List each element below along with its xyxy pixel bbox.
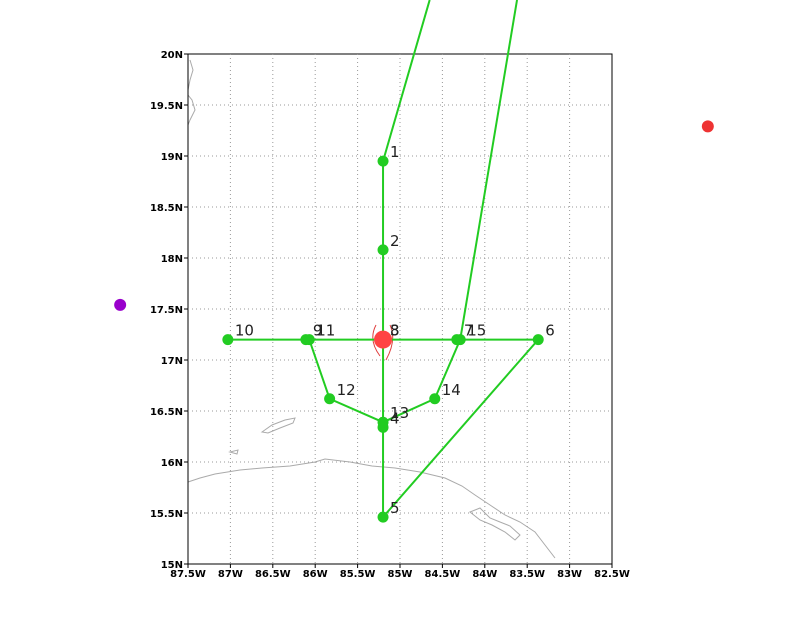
track-point bbox=[303, 334, 315, 346]
track-point bbox=[377, 416, 389, 428]
point-label: 2 bbox=[390, 232, 400, 250]
marker bbox=[701, 120, 714, 133]
y-tick-label: 17.5N bbox=[150, 305, 183, 316]
coastline bbox=[187, 59, 556, 559]
point-label: 6 bbox=[545, 322, 555, 340]
point-label: 4 bbox=[390, 409, 400, 427]
track-point bbox=[377, 155, 389, 167]
y-tick-label: 15.5N bbox=[150, 509, 183, 520]
y-tick-label: 16.5N bbox=[150, 407, 183, 418]
track-point bbox=[222, 334, 234, 346]
x-tick-label: 86.5W bbox=[255, 569, 291, 580]
point-label: 8 bbox=[390, 322, 400, 340]
track-point bbox=[324, 393, 336, 405]
point-label: 3 bbox=[390, 322, 400, 340]
y-tick-label: 17N bbox=[161, 356, 183, 367]
x-tick-label: 85W bbox=[388, 569, 413, 580]
x-tick-label: 84W bbox=[472, 569, 497, 580]
point-label: 7 bbox=[464, 322, 474, 340]
y-tick-label: 18.5N bbox=[150, 203, 183, 214]
x-tick-label: 84.5W bbox=[425, 569, 461, 580]
y-tick-label: 18N bbox=[161, 254, 183, 265]
point-label: 15 bbox=[467, 322, 486, 340]
y-tick-label: 19N bbox=[161, 152, 183, 163]
y-tick-label: 16N bbox=[161, 458, 183, 469]
y-tick-label: 15N bbox=[161, 560, 183, 571]
point-label: 9 bbox=[313, 322, 323, 340]
track-point bbox=[377, 511, 389, 523]
x-tick-label: 83.5W bbox=[509, 569, 545, 580]
x-tick-label: 85.5W bbox=[340, 569, 376, 580]
track-point bbox=[454, 334, 466, 346]
point-label: 1 bbox=[390, 143, 400, 161]
marker bbox=[114, 298, 127, 311]
point-label: 11 bbox=[316, 322, 335, 340]
point-label: 14 bbox=[442, 381, 461, 399]
track-point bbox=[377, 244, 389, 256]
point-label: 5 bbox=[390, 499, 400, 517]
track-point bbox=[429, 393, 441, 405]
point-label: 13 bbox=[390, 404, 409, 422]
x-tick-label: 86W bbox=[303, 569, 328, 580]
point-label: 10 bbox=[235, 322, 254, 340]
x-tick-label: 83W bbox=[557, 569, 582, 580]
center-point bbox=[374, 330, 393, 349]
track-point bbox=[532, 334, 544, 346]
x-tick-label: 87.5W bbox=[170, 569, 206, 580]
x-tick-label: 87W bbox=[218, 569, 243, 580]
y-tick-label: 20N bbox=[161, 50, 183, 61]
x-tick-label: 82.5W bbox=[594, 569, 630, 580]
track-line bbox=[227, 0, 541, 520]
point-label: 12 bbox=[337, 381, 356, 399]
y-tick-label: 19.5N bbox=[150, 101, 183, 112]
